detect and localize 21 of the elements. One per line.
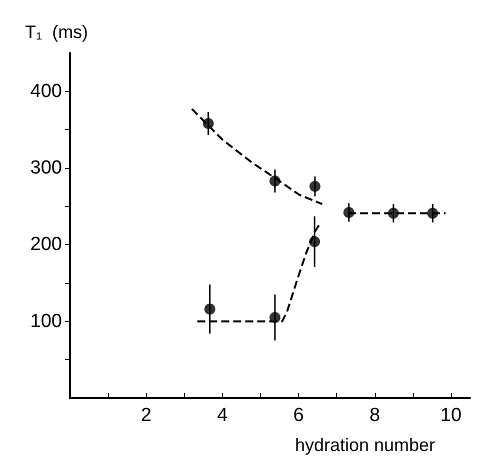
- point: [202, 118, 214, 130]
- point: [309, 180, 320, 192]
- x-tick-label: 6: [293, 405, 304, 426]
- y-axis-title: T₁ (ms): [25, 22, 88, 42]
- y-tick-label: 200: [30, 234, 62, 256]
- line-series: [190, 108, 324, 206]
- point: [269, 176, 280, 187]
- x-tick-label: 8: [369, 405, 380, 426]
- point: [388, 208, 399, 219]
- x-axis-title: hydration number: [294, 435, 436, 455]
- point: [309, 236, 320, 248]
- y-tick-label: 400: [30, 80, 62, 102]
- x-tick-label: 2: [140, 405, 152, 426]
- point: [269, 312, 280, 323]
- y-tick-label: 100: [30, 310, 62, 332]
- point: [204, 304, 216, 315]
- x-tick-label: 4: [217, 405, 228, 426]
- point: [427, 208, 438, 219]
- x-tick-label: 10: [440, 405, 462, 426]
- point: [343, 206, 354, 218]
- y-tick-label: 300: [30, 158, 62, 178]
